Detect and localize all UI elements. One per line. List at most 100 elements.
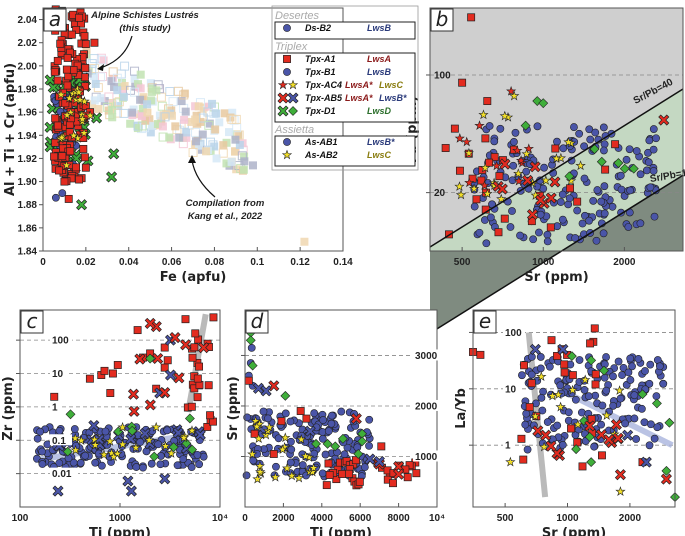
y-tick-label-bg [50, 367, 66, 379]
yellow-star-point [178, 432, 190, 443]
compilation-point [136, 95, 145, 104]
red-square-point [573, 197, 582, 206]
green-diamond-point [184, 413, 195, 424]
compilation-point [191, 115, 200, 124]
x-axis-label: Sr (ppm) [524, 270, 588, 285]
yellow-star-point [61, 159, 72, 170]
compilation-point [90, 96, 99, 105]
blue-circle-point [508, 207, 516, 215]
compilation-point [215, 118, 224, 127]
blue-circle-point [626, 376, 635, 384]
green-diamond-point [322, 438, 333, 449]
green-diamond-point [187, 444, 198, 455]
x-axis-label: Fe (apfu) [160, 270, 227, 285]
blue-cross-point [623, 430, 633, 440]
yellow-star-point [280, 432, 291, 443]
blue-circle-point [264, 414, 272, 423]
blue-circle-point [609, 401, 618, 410]
yellow-star-point [77, 113, 88, 124]
green-diamond-point [288, 106, 298, 116]
y-axis-label: La/Yb [454, 388, 469, 429]
blue-circle-point [281, 409, 290, 418]
red-cross-point [550, 177, 560, 187]
blue-circle-point [55, 426, 64, 435]
red-square-point [302, 414, 311, 423]
red-square-point [163, 356, 172, 365]
compilation-point [198, 113, 208, 123]
red-square-point [81, 64, 90, 72]
red-square-point [209, 313, 218, 322]
yellow-star-point [106, 447, 117, 458]
y-tick-label: 100 [505, 328, 522, 339]
blue-circle-point [70, 425, 79, 433]
green-diamond-point [628, 163, 639, 174]
y-tick-label: 1.96 [18, 108, 38, 119]
blue-circle-point [609, 372, 617, 381]
red-square-point [551, 144, 560, 153]
compilation-point [180, 89, 189, 98]
green-diamond-point [564, 171, 575, 182]
blue-circle-point [287, 437, 295, 446]
compilation-point [141, 116, 150, 125]
red-cross-point [585, 421, 595, 431]
compilation-point [182, 128, 191, 137]
green-cross-point [92, 113, 102, 123]
green-diamond-point [330, 441, 341, 452]
legend-sample-name: As-AB1 [304, 137, 338, 147]
red-square-point [547, 336, 556, 345]
blue-circle-point [43, 440, 52, 449]
blue-cross-point [94, 434, 104, 445]
blue-circle-point [318, 469, 327, 478]
red-cross-point [500, 159, 510, 169]
red-cross-point [552, 448, 562, 458]
green-diamond-point [584, 432, 595, 442]
compilation-point [108, 113, 117, 122]
x-tick-label: 100 [12, 513, 29, 524]
red-square-point [50, 392, 59, 401]
blue-circle-point [653, 423, 662, 432]
blue-circle-point [58, 189, 67, 198]
x-tick-label: 0.08 [205, 257, 225, 268]
compilation-point [218, 148, 228, 158]
ratio-line [429, 88, 684, 248]
blue-circle-point [91, 458, 100, 467]
red-square-point [494, 228, 503, 237]
yellow-star-point [89, 434, 100, 445]
red-square-point [568, 371, 577, 380]
blue-circle-point [536, 364, 545, 373]
blue-circle-point [518, 371, 526, 380]
red-cross-point [151, 321, 161, 332]
data-points [32, 313, 218, 497]
yellow-star-point [286, 470, 297, 481]
y-tick-label: 1.86 [18, 223, 38, 234]
red-square-point [296, 407, 305, 415]
legend-lws-label: LwsA* [345, 93, 373, 103]
blue-circle-point [602, 386, 611, 395]
compilation-point [181, 107, 190, 116]
compilation-point [158, 122, 167, 131]
panel-a: 0 0.02 0.04 0.06 0.08 0.1 0.12 0.14 1.84 1.86 1.88… [3, 5, 353, 285]
blue-circle-point [649, 125, 658, 133]
blue-circle-point [101, 427, 110, 436]
blue-circle-point [558, 441, 567, 449]
compilation-point [229, 115, 239, 125]
blue-circle-point [283, 138, 291, 146]
green-diamond-point [661, 465, 672, 476]
legend-lws-label: LwsA* [345, 80, 373, 90]
red-cross-point [135, 354, 145, 364]
legend-lws-label: LwsC [379, 80, 404, 90]
blue-circle-point [659, 379, 668, 388]
compilation-point [126, 119, 135, 128]
yellow-star-point [108, 451, 119, 462]
y-tick-label-bg [50, 400, 60, 412]
yellow-star-point [572, 419, 584, 429]
y-tick-label: 2000 [415, 401, 438, 412]
blue-circle-point [630, 391, 639, 400]
red-square-point [472, 195, 481, 204]
compilation-point [222, 159, 231, 168]
blue-circle-point [553, 421, 562, 430]
blue-circle-point [173, 461, 182, 470]
red-cross-point [170, 333, 180, 343]
red-cross-point [128, 389, 139, 399]
blue-circle-point [593, 186, 602, 194]
